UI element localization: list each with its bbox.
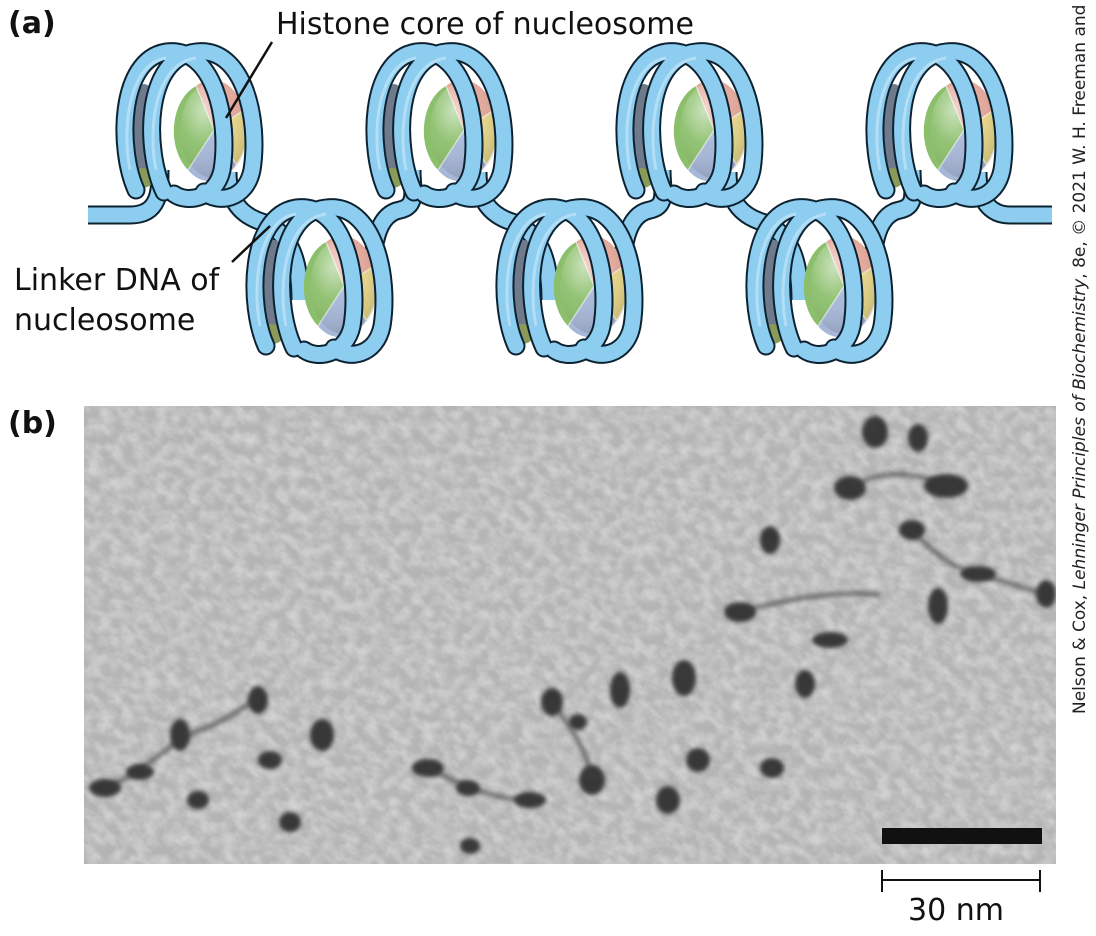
histone-leader-line (224, 41, 274, 119)
histone-core-label: Histone core of nucleosome (276, 7, 694, 42)
linker-fiber-strands (104, 471, 1047, 803)
linker-dna-label-line2: nucleosome (14, 303, 196, 338)
nucleosome-bottom-1 (255, 208, 384, 355)
nucleosome-fiber-blobs (89, 416, 1056, 854)
micrograph-scale-bar (882, 828, 1042, 844)
linker-dna-label-line1: Linker DNA of (14, 263, 220, 298)
credit-suffix: , 8e, © 2021 W. H. Freeman and Company (1070, 0, 1090, 279)
scale-bar-label: 30 nm (908, 893, 1004, 928)
panel-b-letter: (b) (8, 406, 57, 441)
copyright-credit: Nelson & Cox, Lehninger Principles of Bi… (1064, 0, 1094, 714)
scale-bracket (881, 870, 1041, 892)
linker-leader-line (231, 225, 271, 263)
nucleosome-diagram (88, 41, 1052, 400)
nucleosome-bottom-2 (505, 208, 634, 355)
nucleosome-bottom-3 (755, 208, 884, 355)
panel-a-letter: (a) (8, 6, 56, 41)
credit-prefix: Nelson & Cox, (1070, 589, 1090, 714)
credit-book-title: Lehninger Principles of Biochemistry (1070, 278, 1090, 590)
